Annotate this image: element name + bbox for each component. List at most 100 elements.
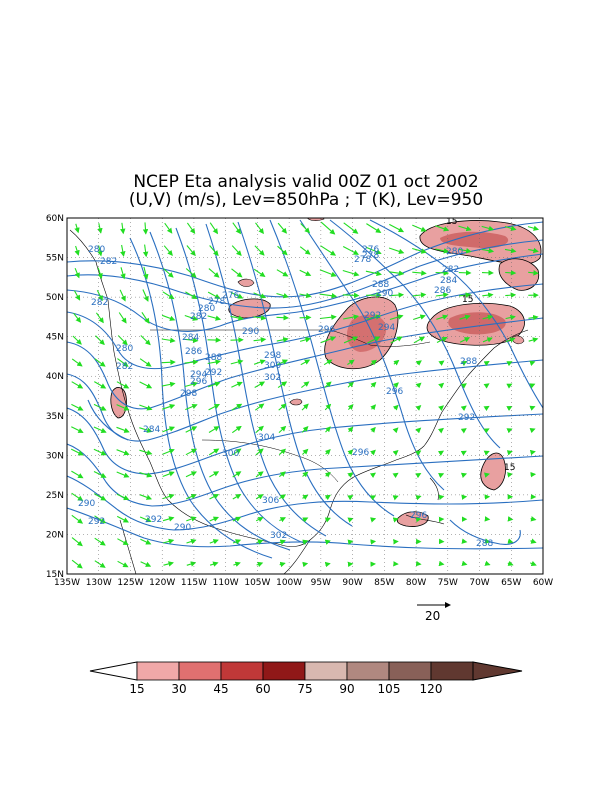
- wind-vector: [483, 450, 490, 456]
- contour-label: 282: [100, 257, 117, 267]
- wind-vector: [507, 516, 514, 522]
- wind-vector: [164, 222, 173, 234]
- wind-vector: [70, 448, 84, 456]
- colorbar-tick-label: 75: [297, 682, 312, 696]
- wind-vector: [389, 223, 405, 233]
- map-title-line2: (U,V) (m/s), Lev=850hPa ; T (K), Lev=950: [128, 190, 484, 210]
- wind-vector: [276, 269, 289, 277]
- wind-vector: [161, 314, 176, 321]
- wind-vector: [208, 403, 220, 411]
- plot-frame: [66, 217, 544, 575]
- wind-vector: [530, 516, 537, 522]
- wind-vector: [184, 314, 199, 321]
- colorbar-tick-label: 60: [255, 682, 270, 696]
- wind-vector: [504, 225, 517, 231]
- wind-vector: [209, 471, 220, 478]
- wind-vector: [324, 471, 331, 478]
- wind-vector: [209, 561, 219, 567]
- contour-label: 288: [460, 357, 477, 367]
- wind-vector: [140, 538, 152, 545]
- wind-vector: [505, 314, 516, 321]
- wind-vector: [415, 405, 422, 411]
- contour-label: 276: [362, 245, 379, 255]
- wind-vector: [461, 360, 468, 367]
- wind-vector: [459, 292, 472, 298]
- contour-label: 282: [116, 362, 133, 372]
- wind-vector: [438, 360, 445, 366]
- wind-vector: [162, 493, 175, 500]
- wind-vector: [504, 247, 517, 254]
- wind-vector: [96, 289, 103, 302]
- wind-vector: [255, 448, 264, 456]
- wind-vector: [319, 292, 338, 299]
- contour-label: 280: [198, 304, 215, 314]
- contour-label: 290: [242, 327, 259, 337]
- wind-vector: [209, 539, 219, 545]
- wind-vector: [319, 269, 337, 277]
- wind-vector: [231, 381, 243, 388]
- latitude-label: 55N: [46, 254, 64, 264]
- wind-vector: [392, 472, 399, 479]
- contour-label: 15: [462, 295, 473, 305]
- wind-vector: [277, 222, 288, 234]
- wind-vector: [185, 426, 198, 433]
- wind-vector: [370, 381, 377, 388]
- wind-vector: [484, 538, 491, 544]
- wind-vector: [458, 225, 472, 232]
- wind-vector: [97, 223, 103, 234]
- contour-label: 290: [376, 289, 393, 299]
- wind-vector: [253, 315, 267, 321]
- wind-vector: [505, 292, 517, 298]
- wind-vector: [482, 337, 493, 343]
- wind-vector: [483, 383, 490, 389]
- wind-vector: [253, 268, 266, 278]
- wind-vector: [347, 517, 354, 523]
- wind-vector: [529, 427, 536, 434]
- wind-vector: [276, 314, 289, 321]
- wind-vector: [302, 539, 309, 545]
- wind-vector: [117, 538, 129, 546]
- wind-vector: [435, 225, 450, 232]
- latitude-label: 45N: [46, 333, 64, 343]
- wind-vector: [71, 381, 84, 389]
- wind-vector: [278, 471, 286, 478]
- contour-label: 302: [264, 373, 281, 383]
- longitude-label: 60W: [533, 578, 553, 588]
- colorbar: 15 30 45 60 75 90 105 120: [89, 661, 523, 696]
- wind-vector: [299, 246, 311, 255]
- wind-vector: [302, 494, 309, 500]
- wind-vector: [438, 560, 445, 567]
- shade-region-small-4: [306, 218, 325, 221]
- latitude-label: 60N: [46, 214, 64, 224]
- wind-vector: [254, 403, 265, 411]
- latitude-label: 35N: [46, 412, 64, 422]
- shade-region-caribbean: [396, 511, 429, 527]
- wind-vector: [231, 245, 242, 257]
- wind-vector: [324, 517, 331, 523]
- colorbar-tick-label: 45: [213, 682, 228, 696]
- wind-vector: [71, 514, 84, 524]
- wind-vector: [483, 428, 490, 434]
- shade-region-pacific: [110, 387, 127, 419]
- wind-vector: [506, 428, 513, 434]
- wind-vector: [231, 425, 242, 434]
- wind-vector: [74, 223, 80, 234]
- wind-vector: [233, 561, 241, 567]
- contour-label: 306: [262, 496, 279, 506]
- wind-vector: [161, 381, 176, 388]
- wind-vector: [389, 270, 405, 276]
- wind-vector: [184, 381, 199, 388]
- wind-vector: [71, 537, 83, 547]
- wind-vector: [319, 314, 337, 320]
- contour-label: 288: [372, 280, 389, 290]
- latitude-label: 25N: [46, 491, 64, 501]
- shade-region-atlantic: [480, 452, 506, 491]
- wind-vector: [93, 471, 107, 478]
- wind-vector: [343, 222, 359, 234]
- wind-vector: [232, 222, 242, 235]
- wind-vector: [207, 291, 221, 299]
- latitude-axis-labels: 60N 55N 50N 45N 40N 35N 30N 25N 20N 15N: [46, 214, 64, 580]
- colorbar-high-triangle: [472, 661, 523, 681]
- wind-vector: [142, 244, 149, 258]
- wind-vector: [73, 312, 82, 323]
